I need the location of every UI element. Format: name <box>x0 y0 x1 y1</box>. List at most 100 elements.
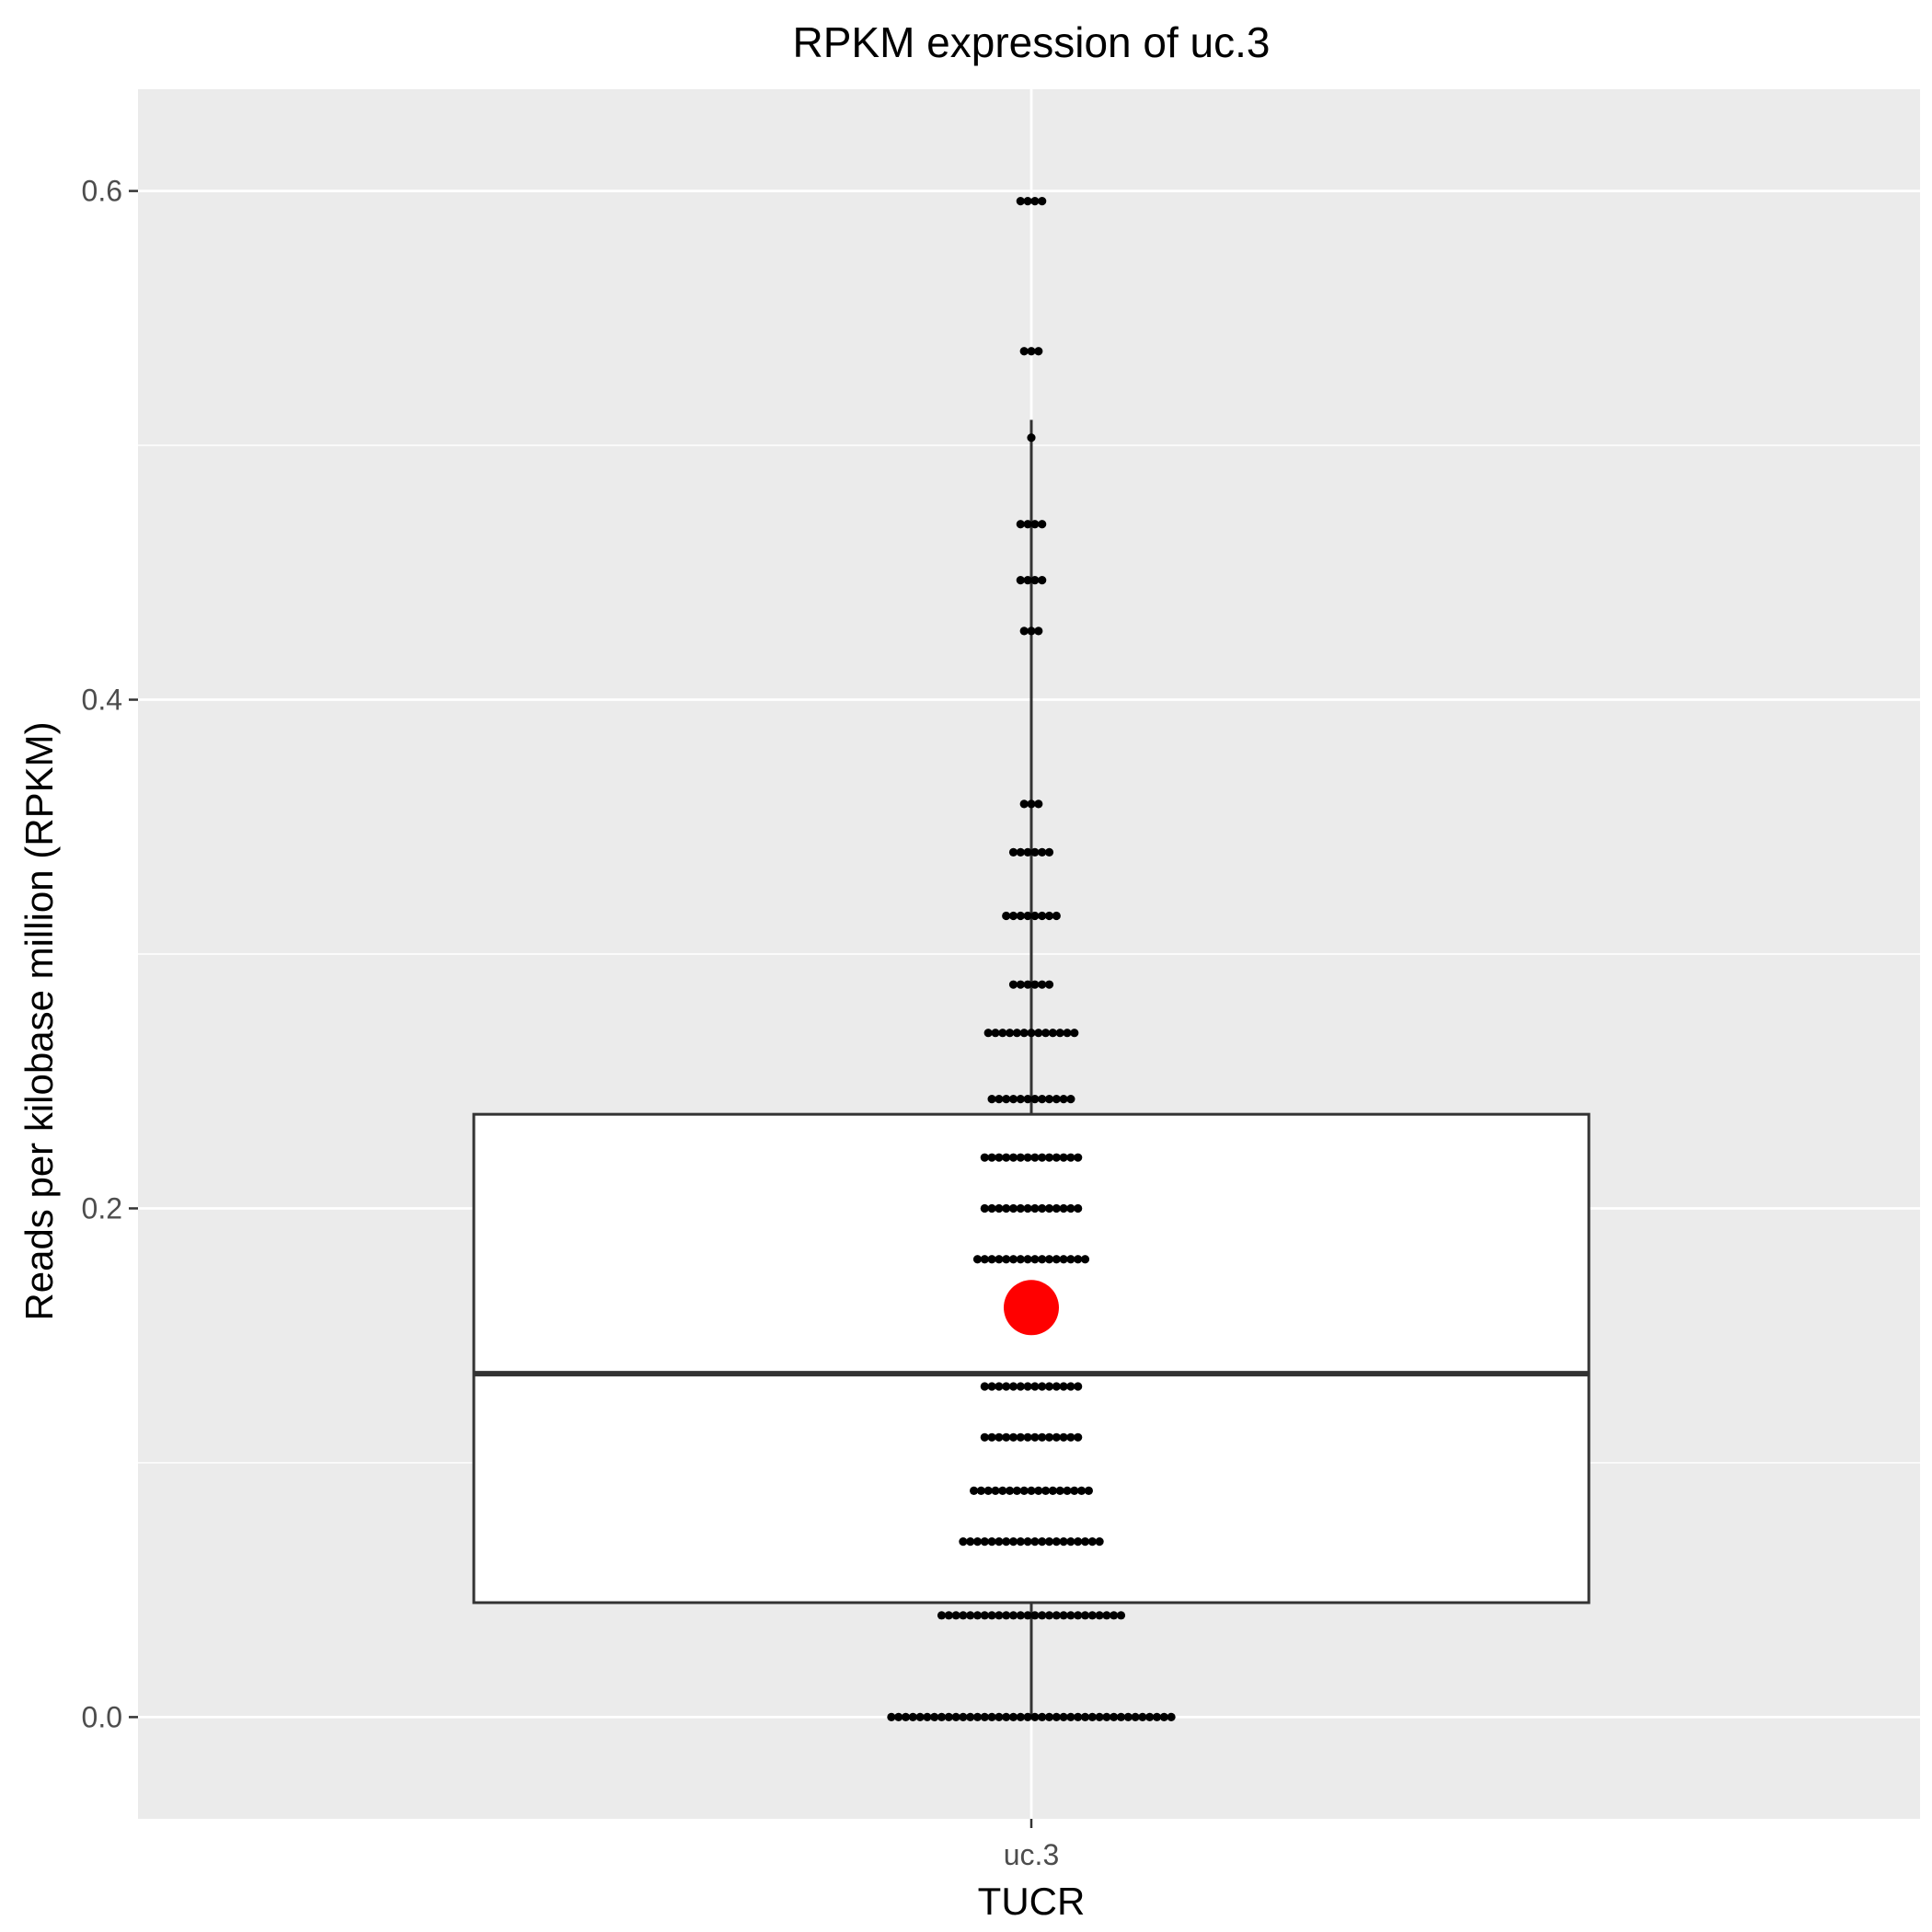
data-point <box>1070 1029 1079 1038</box>
data-point <box>1016 847 1025 857</box>
data-point <box>1008 1537 1018 1547</box>
data-point <box>908 1712 917 1722</box>
data-point <box>1066 1203 1075 1213</box>
data-point <box>1023 1382 1032 1391</box>
data-point <box>1059 1712 1068 1722</box>
data-point <box>995 1611 1004 1620</box>
data-point <box>1006 1486 1015 1495</box>
data-point <box>966 1611 975 1620</box>
data-point <box>1066 1094 1075 1104</box>
data-point <box>1016 1382 1025 1391</box>
data-point <box>1059 1611 1068 1620</box>
data-point <box>1019 799 1029 809</box>
data-point <box>1016 1611 1025 1620</box>
data-point <box>901 1712 911 1722</box>
data-point <box>980 1382 989 1391</box>
data-point <box>1034 799 1043 809</box>
data-point <box>1052 1432 1061 1442</box>
data-point <box>1008 1432 1018 1442</box>
data-point <box>1052 911 1061 921</box>
data-point <box>1023 1537 1032 1547</box>
data-point <box>1034 627 1043 636</box>
data-point <box>1012 1029 1021 1038</box>
data-point <box>1023 1255 1032 1264</box>
data-point <box>1008 911 1018 921</box>
data-point <box>995 1203 1004 1213</box>
data-point <box>1123 1712 1133 1722</box>
data-point <box>1095 1611 1104 1620</box>
data-point <box>1008 847 1018 857</box>
data-point <box>987 1255 996 1264</box>
data-point <box>1038 1712 1047 1722</box>
data-point <box>1019 627 1029 636</box>
data-point <box>1030 1382 1040 1391</box>
data-point <box>1030 1537 1040 1547</box>
data-point <box>1023 1153 1032 1162</box>
data-point <box>1034 347 1043 356</box>
data-point <box>1080 1537 1090 1547</box>
data-point <box>1074 1153 1083 1162</box>
x-axis-title: TUCR <box>978 1880 1086 1923</box>
data-point <box>1052 1153 1061 1162</box>
data-point <box>987 1153 996 1162</box>
data-point <box>1038 520 1047 529</box>
data-point <box>1002 1432 1011 1442</box>
data-point <box>976 1486 985 1495</box>
data-point <box>980 1153 989 1162</box>
data-point <box>1038 1255 1047 1264</box>
data-point <box>1038 980 1047 989</box>
data-point <box>1159 1712 1168 1722</box>
y-tick-label: 0.2 <box>82 1191 122 1225</box>
data-point <box>980 1537 989 1547</box>
data-point <box>1023 575 1032 585</box>
data-point <box>995 1432 1004 1442</box>
data-point <box>995 1153 1004 1162</box>
data-point <box>1044 1153 1054 1162</box>
data-point <box>1016 1094 1025 1104</box>
data-point <box>995 1382 1004 1391</box>
data-point <box>1080 1712 1090 1722</box>
data-point <box>1116 1712 1126 1722</box>
data-point <box>1023 1712 1032 1722</box>
data-point <box>1131 1712 1140 1722</box>
data-point <box>951 1712 960 1722</box>
data-point <box>1055 1486 1064 1495</box>
data-point <box>1074 1537 1083 1547</box>
data-point <box>1074 1203 1083 1213</box>
data-point <box>1016 1203 1025 1213</box>
data-point <box>1002 1094 1011 1104</box>
data-point <box>1063 1029 1072 1038</box>
data-point <box>1016 1537 1025 1547</box>
data-point <box>1066 1712 1075 1722</box>
y-tick-label: 0.6 <box>82 175 122 208</box>
data-point <box>970 1486 979 1495</box>
data-point <box>1055 1029 1064 1038</box>
data-point <box>1002 1537 1011 1547</box>
data-point <box>1002 1712 1011 1722</box>
data-point <box>1019 347 1029 356</box>
data-point <box>998 1029 1007 1038</box>
data-point <box>1059 1382 1068 1391</box>
data-point <box>1145 1712 1155 1722</box>
data-point <box>1023 1203 1032 1213</box>
data-point <box>1066 1432 1075 1442</box>
data-point <box>1044 1382 1054 1391</box>
data-point <box>1008 1153 1018 1162</box>
data-point <box>1023 520 1032 529</box>
data-point <box>1030 847 1040 857</box>
data-point <box>1002 1153 1011 1162</box>
data-point <box>1016 1432 1025 1442</box>
data-point <box>1044 1432 1054 1442</box>
data-point <box>1030 980 1040 989</box>
data-point <box>1052 1382 1061 1391</box>
data-point <box>1066 1537 1075 1547</box>
data-point <box>1030 1255 1040 1264</box>
data-point <box>1023 197 1032 206</box>
data-point <box>1138 1712 1147 1722</box>
data-point <box>1008 1094 1018 1104</box>
data-point <box>1016 1153 1025 1162</box>
data-point <box>1110 1611 1119 1620</box>
data-point <box>1019 1486 1029 1495</box>
data-point <box>1044 1712 1054 1722</box>
data-point <box>1002 1382 1011 1391</box>
